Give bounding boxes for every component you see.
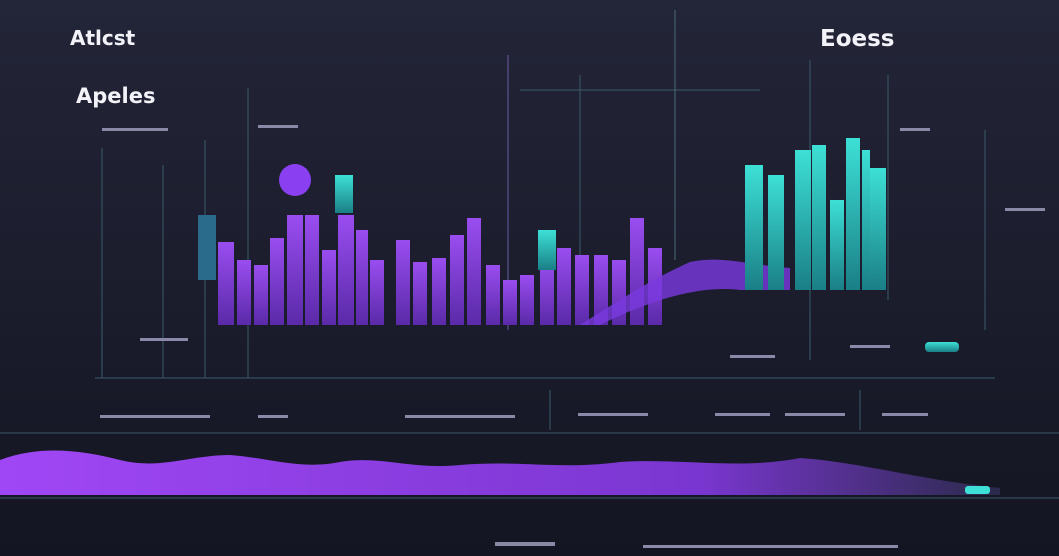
subtitle: Apeles (76, 84, 155, 108)
wave (0, 450, 1000, 495)
teal-bars (198, 138, 959, 352)
wave-marker (965, 486, 990, 494)
placeholder-text (100, 125, 1045, 548)
title: Atlcst (70, 26, 136, 50)
purple-bars (218, 164, 662, 325)
right-title: Eoess (820, 26, 895, 52)
area (580, 259, 790, 325)
